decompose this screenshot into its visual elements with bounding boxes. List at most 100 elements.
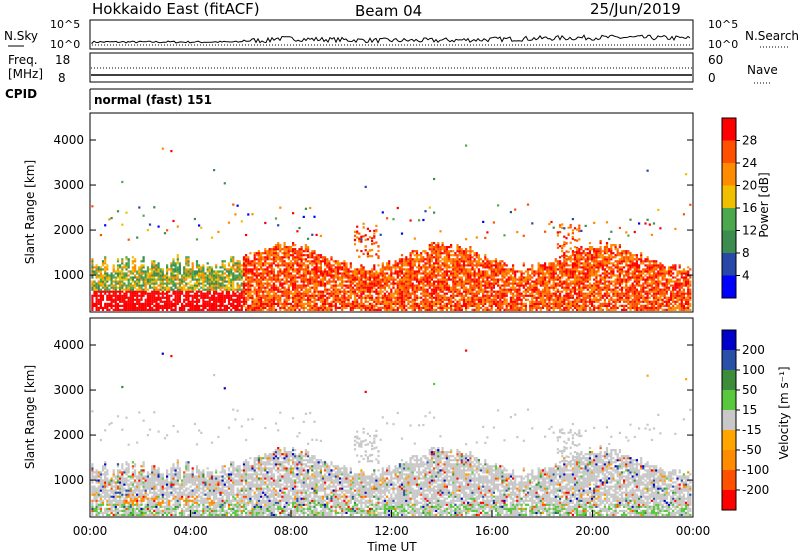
- power-cell: [510, 305, 512, 307]
- power-cell: [194, 218, 196, 220]
- power-cell: [307, 297, 309, 299]
- power-cell: [143, 270, 145, 272]
- power-cell: [281, 248, 283, 250]
- power-cell: [239, 268, 241, 270]
- power-cell: [258, 274, 260, 276]
- power-cell: [256, 270, 258, 272]
- power-cell: [448, 252, 450, 254]
- power-cell: [493, 281, 495, 283]
- power-cell: [149, 297, 151, 299]
- power-cell: [254, 274, 256, 276]
- power-cell: [117, 260, 119, 262]
- power-cell: [136, 237, 138, 239]
- power-cell: [164, 293, 166, 295]
- power-cell: [290, 262, 292, 264]
- power-cell: [134, 258, 136, 260]
- power-cell: [375, 274, 377, 276]
- power-cell: [162, 279, 164, 281]
- power-cell: [373, 242, 375, 244]
- power-cell: [403, 285, 405, 287]
- power-cell: [202, 297, 204, 299]
- power-cell: [111, 305, 113, 307]
- power-cell: [363, 283, 365, 285]
- power-cell: [544, 303, 546, 305]
- power-cell: [386, 268, 388, 270]
- power-cell: [288, 295, 290, 297]
- power-cell: [384, 305, 386, 307]
- power-cell: [198, 299, 200, 301]
- power-cell: [514, 295, 516, 297]
- date-label: 25/Jun/2019: [590, 0, 681, 18]
- power-cell: [446, 252, 448, 254]
- power-cell: [237, 274, 239, 276]
- power-cell: [260, 276, 262, 278]
- power-cell: [313, 283, 315, 285]
- power-cell: [339, 297, 341, 299]
- power-cell: [452, 289, 454, 291]
- power-cell: [452, 260, 454, 262]
- power-cell: [529, 303, 531, 305]
- power-cell: [574, 303, 576, 305]
- power-cell: [424, 210, 426, 212]
- power-cell: [570, 226, 572, 228]
- power-cell: [354, 279, 356, 281]
- power-cell: [132, 305, 134, 307]
- power-cell: [371, 295, 373, 297]
- power-cell: [264, 305, 266, 307]
- power-cell: [318, 268, 320, 270]
- power-cell: [350, 262, 352, 264]
- power-cell: [275, 258, 277, 260]
- power-cell: [501, 268, 503, 270]
- power-cell: [540, 264, 542, 266]
- power-cell: [140, 270, 142, 272]
- power-cell: [418, 305, 420, 307]
- power-cell: [461, 272, 463, 274]
- power-cell: [512, 272, 514, 274]
- power-cell: [356, 249, 358, 251]
- power-cell: [279, 303, 281, 305]
- power-cell: [153, 285, 155, 287]
- power-cell: [525, 279, 527, 281]
- power-cell: [279, 285, 281, 287]
- power-cell: [450, 266, 452, 268]
- power-cell: [232, 293, 234, 295]
- power-cell: [459, 285, 461, 287]
- power-cell: [446, 268, 448, 270]
- power-cell: [341, 287, 343, 289]
- power-cell: [553, 279, 555, 281]
- power-cell: [290, 307, 292, 309]
- power-cell: [339, 285, 341, 287]
- power-cell: [557, 303, 559, 305]
- power-cell: [183, 301, 185, 303]
- power-cell: [388, 299, 390, 301]
- power-cell: [177, 303, 179, 305]
- power-cell: [405, 279, 407, 281]
- power-cell: [249, 291, 251, 293]
- power-cell: [568, 303, 570, 305]
- power-cell: [467, 293, 469, 295]
- power-cell: [442, 264, 444, 266]
- power-cell: [397, 270, 399, 272]
- power-cell: [431, 276, 433, 278]
- power-cell: [264, 248, 266, 250]
- power-cell: [190, 287, 192, 289]
- power-cell: [452, 264, 454, 266]
- power-cell: [523, 303, 525, 305]
- power-cell: [284, 287, 286, 289]
- power-cell: [395, 266, 397, 268]
- power-cell: [232, 285, 234, 287]
- power-cell: [207, 291, 209, 293]
- power-cell: [288, 270, 290, 272]
- power-cell: [224, 276, 226, 278]
- power-cell: [196, 303, 198, 305]
- power-cell: [495, 260, 497, 262]
- power-cell: [260, 283, 262, 285]
- power-cell: [307, 238, 309, 240]
- power-cell: [266, 305, 268, 307]
- power-cell: [143, 283, 145, 285]
- power-cell: [499, 268, 501, 270]
- power-cell: [290, 305, 292, 307]
- power-cell: [412, 250, 414, 252]
- power-cell: [326, 289, 328, 291]
- power-cell: [232, 295, 234, 297]
